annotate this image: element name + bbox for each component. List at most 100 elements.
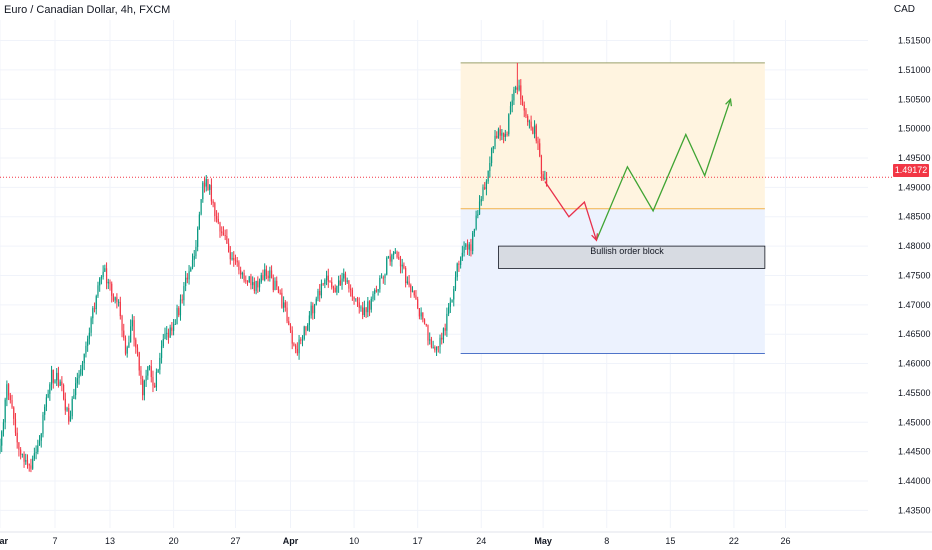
candle-body: [30, 465, 32, 469]
candle-body: [477, 214, 479, 216]
candle-body: [496, 135, 498, 138]
candle-body: [250, 276, 252, 286]
candle-body: [0, 445, 1, 452]
y-tick-label: 1.44000: [898, 476, 931, 486]
candle-body: [128, 342, 130, 348]
candle-body: [26, 460, 29, 465]
candle-body: [343, 273, 345, 279]
candle-body: [28, 464, 30, 466]
candle-body: [406, 281, 408, 283]
candle-body: [277, 286, 280, 293]
candle-body: [76, 378, 78, 384]
overlays: [0, 97, 893, 269]
candle-body: [485, 181, 488, 190]
candle-body: [68, 408, 70, 422]
candle-body: [90, 318, 92, 333]
candle-body: [418, 308, 420, 317]
candle-body: [228, 243, 230, 253]
candle-body: [482, 187, 484, 200]
candle-body: [374, 290, 376, 294]
candle-body: [506, 134, 508, 135]
candle-body: [109, 281, 111, 284]
candle-body: [490, 148, 493, 164]
candle-body: [246, 280, 249, 283]
y-tick-label: 1.45000: [898, 417, 931, 427]
candle-body: [2, 422, 5, 432]
candle-body: [215, 216, 218, 220]
candle-body: [152, 377, 154, 386]
candle-body: [338, 280, 340, 286]
candle-body: [423, 319, 426, 324]
candle-body: [150, 366, 152, 378]
candle-body: [537, 140, 539, 144]
candle-body: [269, 270, 271, 279]
candle-body: [279, 292, 281, 294]
candle-body: [403, 264, 405, 269]
candle-body: [229, 252, 231, 260]
candle-body: [489, 163, 491, 171]
candle-body: [157, 369, 159, 373]
x-tick-label: 15: [665, 536, 675, 546]
candle-body: [429, 339, 431, 341]
candle-body: [99, 278, 101, 286]
candle-body: [528, 121, 530, 123]
candle-body: [284, 302, 286, 308]
candle-body: [363, 307, 365, 316]
candle-body: [71, 398, 73, 417]
y-tick-label: 1.50000: [898, 124, 931, 134]
candle-body: [274, 280, 276, 291]
candle-body: [210, 185, 213, 202]
candle-body: [241, 272, 243, 275]
candle-body: [186, 277, 188, 280]
candle-body: [260, 275, 262, 283]
y-tick-label: 1.48500: [898, 212, 931, 222]
candle-body: [136, 347, 139, 353]
candle-body: [164, 333, 166, 340]
candle-body: [520, 85, 522, 100]
candle-body: [47, 393, 49, 398]
candle-body: [444, 328, 446, 331]
y-tick-label: 1.44500: [898, 447, 931, 457]
candle-body: [437, 346, 439, 348]
candle-body: [353, 296, 355, 300]
candle-body: [540, 156, 543, 175]
candle-body: [329, 281, 331, 283]
candle-body: [195, 246, 197, 257]
candle-body: [430, 339, 433, 348]
candle-body: [466, 244, 469, 250]
candle-body: [545, 177, 548, 186]
candle-body: [69, 416, 72, 422]
candle-body: [456, 263, 458, 278]
y-tick-label: 1.48000: [898, 241, 931, 251]
candle-body: [415, 295, 417, 300]
candle-body: [420, 312, 422, 317]
candle-body: [377, 289, 379, 292]
candle-body: [253, 282, 255, 291]
candle-body: [198, 214, 200, 229]
candles: [0, 62, 548, 473]
candle-body: [360, 307, 362, 309]
candle-body: [25, 460, 27, 462]
candle-body: [32, 458, 34, 469]
candle-body: [532, 127, 534, 134]
candle-body: [238, 262, 240, 271]
candle-body: [203, 182, 206, 187]
candle-body: [394, 252, 396, 254]
candle-body: [301, 339, 304, 341]
candle-body: [432, 347, 434, 348]
candle-body: [503, 132, 505, 137]
x-tick-label: Mar: [0, 536, 8, 546]
candle-body: [130, 326, 132, 343]
candle-body: [112, 295, 115, 301]
candle-body: [245, 280, 247, 282]
projection-red: [544, 181, 598, 241]
candle-body: [78, 374, 80, 379]
candle-body: [346, 280, 348, 282]
candle-body: [521, 99, 524, 105]
candle-body: [305, 326, 307, 331]
x-tick-label: 20: [169, 536, 179, 546]
candle-body: [389, 256, 391, 262]
candle-body: [391, 254, 393, 262]
candle-body: [107, 281, 109, 284]
